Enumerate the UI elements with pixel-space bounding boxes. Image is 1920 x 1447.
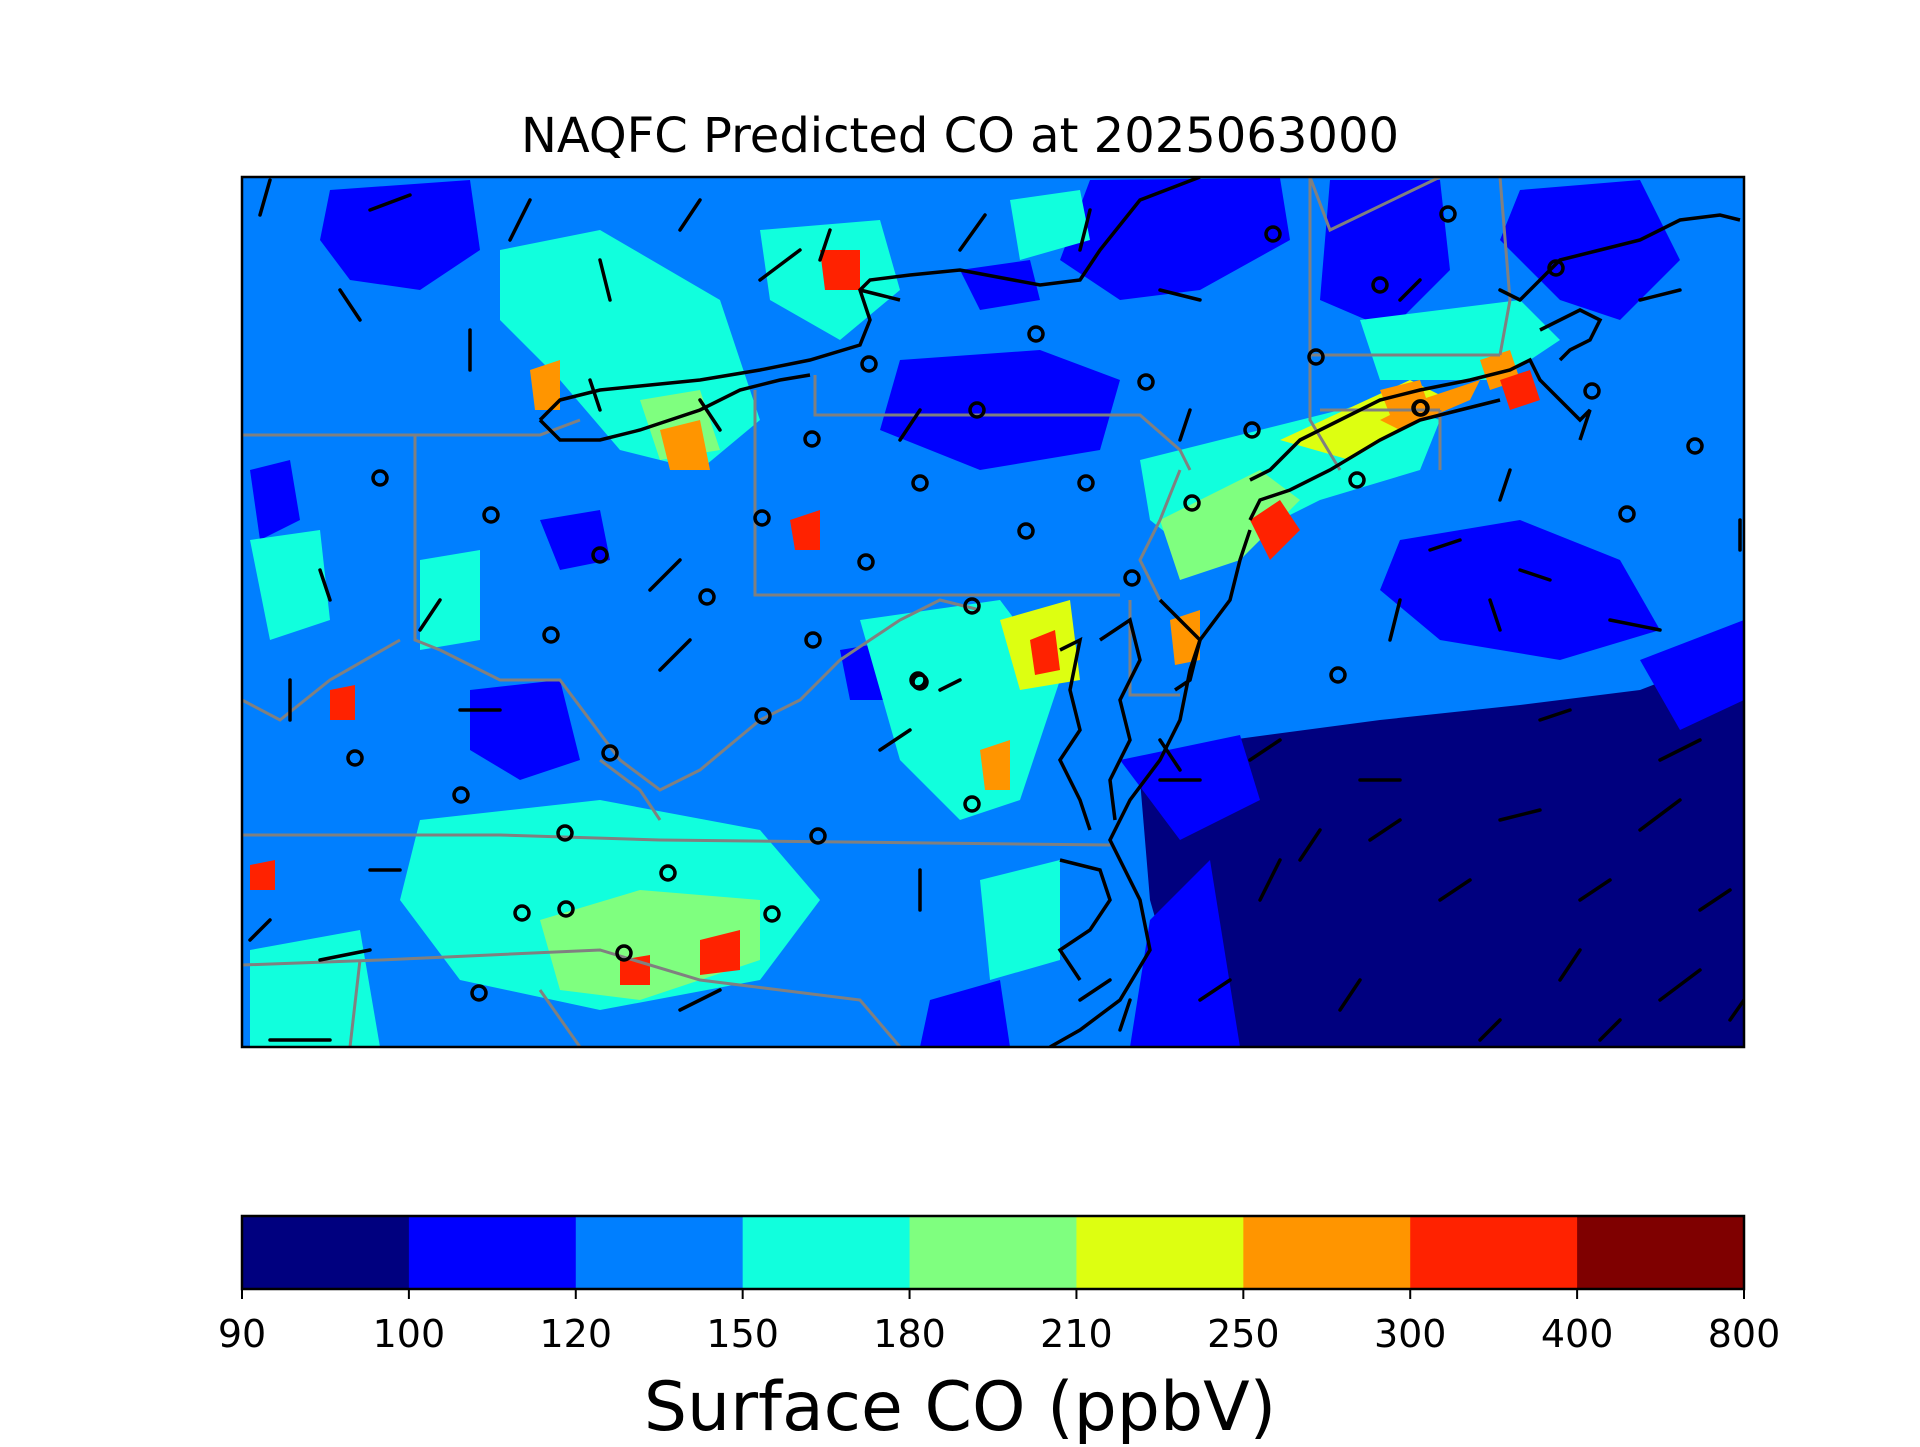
colorbar-segment [575, 1216, 744, 1289]
chart-title: NAQFC Predicted CO at 2025063000 [520, 108, 1400, 164]
colorbar-segment [742, 1216, 911, 1289]
colorbar [240, 1214, 1746, 1299]
colorbar-segment [1243, 1216, 1411, 1289]
concentration-field [242, 177, 1744, 1047]
site-markers [346, 205, 1704, 1002]
colorbar-tick-label: 150 [706, 1312, 779, 1356]
colorbar-tick-label: 180 [873, 1312, 946, 1356]
colorbar-tick-label: 800 [1707, 1312, 1781, 1356]
colorbar-tick-label: 120 [539, 1312, 613, 1356]
state-boundaries [242, 177, 1512, 1047]
colorbar-label: Surface CO (ppbV) [643, 1368, 1277, 1447]
colorbar-segment [1577, 1216, 1745, 1289]
colorbar-tick-label: 300 [1373, 1312, 1447, 1356]
colorbar-segment [408, 1216, 577, 1289]
colorbar-segment [1076, 1216, 1244, 1289]
coastlines [538, 177, 1741, 1047]
colorbar-tick-label: 100 [372, 1312, 446, 1356]
colorbar-segment [1410, 1216, 1578, 1289]
colorbar-frame [240, 1214, 1746, 1291]
colorbar-tick-label: 250 [1207, 1312, 1280, 1356]
map-frame [240, 175, 1746, 1049]
colorbar-tick-label: 210 [1040, 1312, 1113, 1356]
colorbar-tick-label: 400 [1540, 1312, 1614, 1356]
colorbar-segment [242, 1216, 410, 1289]
wind-barbs [248, 178, 1744, 1042]
colorbar-tick-label: 90 [217, 1312, 267, 1356]
colorbar-segment [909, 1216, 1077, 1289]
